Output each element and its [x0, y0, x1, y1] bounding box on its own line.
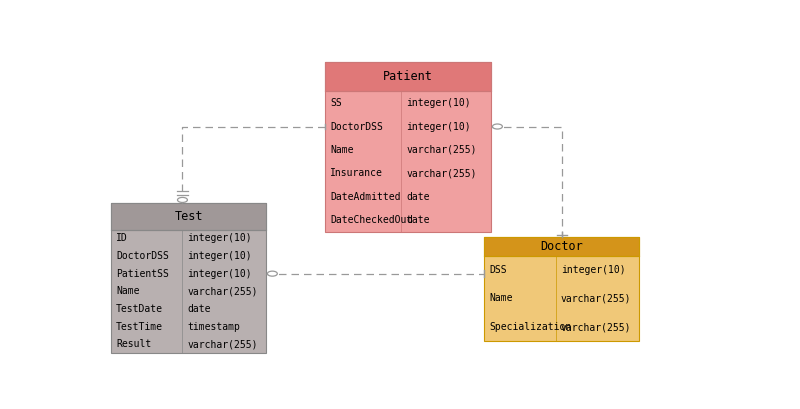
- Text: integer(10): integer(10): [561, 265, 626, 275]
- Bar: [325, 62, 491, 232]
- Text: Insurance: Insurance: [330, 168, 383, 178]
- Bar: [485, 237, 639, 256]
- Bar: [111, 203, 266, 353]
- Text: DSS: DSS: [490, 265, 507, 275]
- Text: date: date: [406, 215, 430, 225]
- Text: DateAdmitted: DateAdmitted: [330, 192, 401, 202]
- Text: Doctor: Doctor: [541, 240, 583, 253]
- Text: DateCheckedOut: DateCheckedOut: [330, 215, 412, 225]
- Text: varchar(255): varchar(255): [561, 322, 631, 332]
- Text: TestDate: TestDate: [116, 304, 163, 314]
- Text: integer(10): integer(10): [187, 269, 252, 279]
- Text: Result: Result: [116, 339, 151, 349]
- Text: Test: Test: [174, 210, 203, 223]
- Text: varchar(255): varchar(255): [406, 168, 477, 178]
- Text: date: date: [187, 304, 211, 314]
- Text: Patient: Patient: [383, 70, 433, 83]
- Text: varchar(255): varchar(255): [561, 294, 631, 303]
- Text: Name: Name: [116, 286, 140, 296]
- Text: PatientSS: PatientSS: [116, 269, 169, 279]
- Bar: [325, 62, 491, 92]
- Text: integer(10): integer(10): [187, 251, 252, 261]
- Bar: [485, 237, 639, 342]
- Text: Specialization: Specialization: [490, 322, 572, 332]
- Circle shape: [178, 198, 187, 202]
- Text: DoctorDSS: DoctorDSS: [116, 251, 169, 261]
- Text: varchar(255): varchar(255): [187, 286, 258, 296]
- Text: integer(10): integer(10): [406, 121, 471, 132]
- Bar: [111, 203, 266, 229]
- Text: timestamp: timestamp: [187, 321, 240, 332]
- Text: date: date: [406, 192, 430, 202]
- Text: varchar(255): varchar(255): [187, 339, 258, 349]
- Text: varchar(255): varchar(255): [406, 145, 477, 155]
- Text: TestTime: TestTime: [116, 321, 163, 332]
- Text: ID: ID: [116, 234, 128, 243]
- Text: Name: Name: [330, 145, 354, 155]
- Text: integer(10): integer(10): [187, 234, 252, 243]
- Circle shape: [267, 271, 278, 276]
- Circle shape: [493, 124, 502, 129]
- Text: Name: Name: [490, 294, 513, 303]
- Text: integer(10): integer(10): [406, 98, 471, 108]
- Text: SS: SS: [330, 98, 342, 108]
- Text: DoctorDSS: DoctorDSS: [330, 121, 383, 132]
